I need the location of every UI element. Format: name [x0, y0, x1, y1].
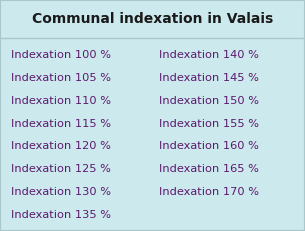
Text: Indexation 130 %: Indexation 130 %: [11, 187, 111, 198]
Text: Indexation 105 %: Indexation 105 %: [11, 73, 111, 83]
Text: Indexation 110 %: Indexation 110 %: [11, 96, 111, 106]
Text: Indexation 115 %: Indexation 115 %: [11, 119, 111, 128]
Text: Indexation 135 %: Indexation 135 %: [11, 210, 111, 220]
Text: Indexation 100 %: Indexation 100 %: [11, 50, 111, 60]
Text: Indexation 165 %: Indexation 165 %: [159, 164, 258, 174]
Text: Indexation 170 %: Indexation 170 %: [159, 187, 259, 198]
Text: Indexation 125 %: Indexation 125 %: [11, 164, 110, 174]
FancyBboxPatch shape: [0, 0, 305, 38]
Text: Indexation 155 %: Indexation 155 %: [159, 119, 259, 128]
Text: Indexation 140 %: Indexation 140 %: [159, 50, 258, 60]
Text: Indexation 145 %: Indexation 145 %: [159, 73, 258, 83]
Text: Indexation 120 %: Indexation 120 %: [11, 142, 110, 152]
Text: Communal indexation in Valais: Communal indexation in Valais: [32, 12, 273, 26]
Text: Indexation 150 %: Indexation 150 %: [159, 96, 259, 106]
Text: Indexation 160 %: Indexation 160 %: [159, 142, 258, 152]
